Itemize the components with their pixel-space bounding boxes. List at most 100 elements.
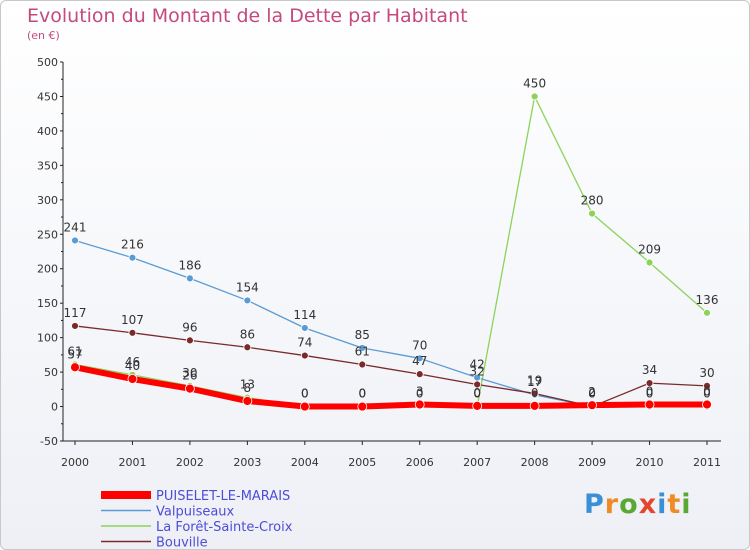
data-label: 241 bbox=[64, 220, 87, 234]
legend-label-0: PUISELET-LE-MARAIS bbox=[156, 489, 290, 504]
data-label: 42 bbox=[470, 358, 485, 372]
data-point-3 bbox=[128, 328, 137, 337]
data-label: 70 bbox=[412, 338, 427, 352]
data-label: 47 bbox=[412, 354, 427, 368]
data-label: 154 bbox=[236, 280, 259, 294]
data-label: 0 bbox=[703, 384, 711, 398]
data-label: 0 bbox=[646, 387, 654, 401]
data-point-0 bbox=[357, 401, 368, 412]
data-point-3 bbox=[530, 389, 539, 398]
data-label: 117 bbox=[64, 306, 87, 320]
data-label: 2 bbox=[588, 385, 596, 399]
data-label: 32 bbox=[470, 364, 485, 378]
x-tick-label: 2008 bbox=[521, 456, 549, 469]
data-label: 34 bbox=[642, 363, 657, 377]
data-point-1 bbox=[358, 344, 367, 352]
data-label: 46 bbox=[125, 355, 140, 369]
data-point-0 bbox=[70, 362, 80, 373]
data-label: 61 bbox=[67, 345, 82, 359]
y-tick-label: 350 bbox=[37, 159, 58, 172]
x-tick-label: 2005 bbox=[348, 456, 376, 469]
data-point-3 bbox=[703, 381, 711, 390]
data-label: 0 bbox=[473, 386, 481, 400]
legend-label-3: Bouville bbox=[156, 536, 208, 550]
logo-letter: i bbox=[681, 489, 692, 520]
data-point-1 bbox=[300, 324, 309, 332]
data-label: 0 bbox=[473, 387, 481, 401]
data-label: 209 bbox=[638, 243, 661, 257]
data-label: 8 bbox=[244, 381, 252, 395]
x-tick-label: 2009 bbox=[578, 456, 606, 469]
data-label: 30 bbox=[182, 366, 197, 380]
y-tick-label: 50 bbox=[44, 366, 58, 379]
y-tick-label: 400 bbox=[37, 125, 58, 138]
data-label: 216 bbox=[121, 238, 144, 252]
data-label: 107 bbox=[121, 313, 144, 327]
data-point-1 bbox=[128, 253, 137, 262]
y-tick-label: 450 bbox=[37, 90, 58, 103]
x-tick-label: 2004 bbox=[291, 456, 319, 469]
chart-title: Evolution du Montant de la Dette par Hab… bbox=[27, 5, 468, 27]
y-tick-label: 250 bbox=[37, 228, 58, 241]
x-tick-label: 2007 bbox=[463, 456, 491, 469]
data-point-3 bbox=[415, 370, 424, 379]
data-point-1 bbox=[71, 236, 79, 245]
data-label: 74 bbox=[297, 336, 312, 350]
data-label: 86 bbox=[240, 327, 255, 341]
data-label: 136 bbox=[696, 293, 719, 307]
series-line-3 bbox=[74, 325, 708, 408]
data-point-0 bbox=[472, 400, 483, 411]
data-label: 0 bbox=[301, 387, 309, 401]
data-label: 3 bbox=[416, 384, 424, 398]
data-point-3 bbox=[300, 351, 309, 360]
data-label: 0 bbox=[703, 387, 711, 401]
data-label: 186 bbox=[178, 258, 201, 272]
x-tick-label: 2010 bbox=[636, 456, 664, 469]
y-tick-label: 300 bbox=[37, 194, 58, 207]
chart-subtitle: (en €) bbox=[27, 29, 60, 42]
data-point-2 bbox=[588, 209, 596, 218]
y-tick-label: 150 bbox=[37, 297, 58, 310]
data-label: 85 bbox=[355, 328, 370, 342]
data-label: 57 bbox=[67, 347, 82, 361]
logo-letter: P bbox=[584, 489, 605, 520]
x-tick-label: 2006 bbox=[406, 456, 434, 469]
data-label: 30 bbox=[699, 366, 714, 380]
data-point-1 bbox=[186, 274, 194, 283]
data-point-0 bbox=[185, 383, 195, 394]
data-label: 17 bbox=[527, 375, 542, 389]
data-label: 0 bbox=[416, 387, 424, 401]
data-point-0 bbox=[299, 401, 310, 412]
x-tick-label: 2011 bbox=[693, 456, 721, 469]
data-point-3 bbox=[71, 322, 79, 330]
y-tick-label: -50 bbox=[40, 435, 58, 448]
data-label: 0 bbox=[301, 387, 309, 401]
data-label: 0 bbox=[588, 387, 596, 401]
data-point-2 bbox=[703, 308, 711, 317]
data-label: 0 bbox=[358, 387, 366, 401]
series-line-2 bbox=[74, 95, 708, 408]
legend-label-1: Valpuiseaux bbox=[156, 505, 235, 520]
y-tick-label: 200 bbox=[37, 263, 58, 276]
data-point-1 bbox=[243, 296, 252, 305]
y-tick-label: 100 bbox=[37, 332, 58, 345]
data-label: 26 bbox=[182, 369, 197, 383]
data-label: 0 bbox=[588, 387, 596, 401]
data-label: 19 bbox=[527, 373, 542, 387]
data-point-3 bbox=[358, 360, 367, 369]
legend-label-2: La Forêt-Sainte-Croix bbox=[156, 520, 293, 535]
proxiti-logo: Proxiti bbox=[584, 489, 692, 520]
data-label: 0 bbox=[358, 387, 366, 401]
data-point-1 bbox=[415, 354, 424, 363]
series-line-0 bbox=[72, 364, 710, 410]
data-label: 280 bbox=[581, 194, 604, 208]
data-point-0 bbox=[127, 374, 138, 384]
data-point-0 bbox=[529, 400, 540, 411]
logo-letter: i bbox=[657, 489, 668, 520]
data-point-0 bbox=[414, 399, 425, 410]
logo-letter: r bbox=[604, 489, 620, 520]
data-label: 114 bbox=[293, 308, 316, 322]
data-label: 450 bbox=[523, 76, 546, 90]
